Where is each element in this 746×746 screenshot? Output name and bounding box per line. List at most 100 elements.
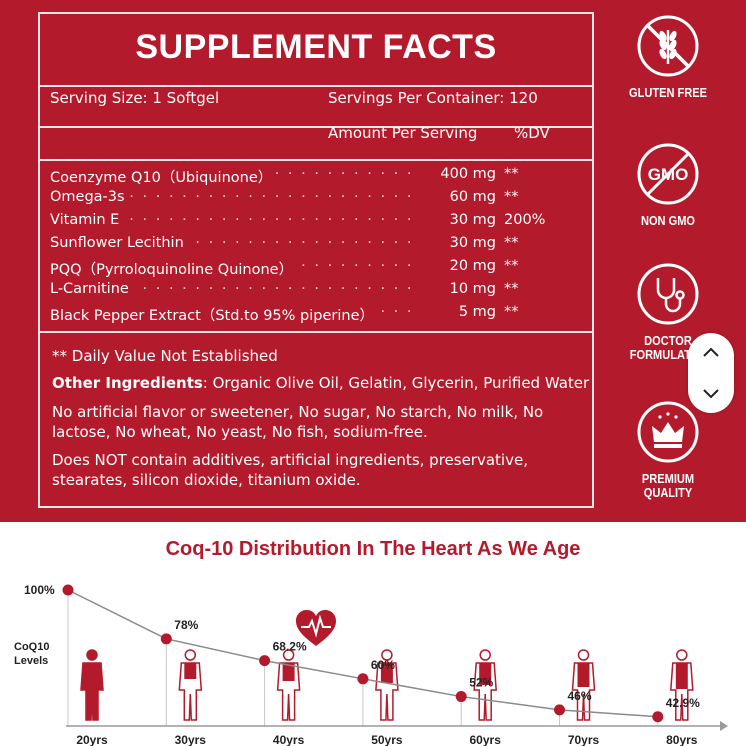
nutrient-row: · · · · · · · · · · · · · · · · · · · · …: [50, 166, 550, 188]
value-label: 68.2%: [273, 640, 307, 654]
chevron-down-icon[interactable]: [701, 387, 721, 401]
nutrient-amount: 30 mg: [416, 235, 496, 251]
figure-fill: [184, 663, 197, 679]
coq10-chart-section: Coq-10 Distribution In The Heart As We A…: [0, 522, 746, 746]
person-figure: [80, 649, 104, 721]
figure-body: [80, 662, 104, 721]
badge-gluten-free: GLUTEN FREE: [616, 14, 720, 100]
data-point: [357, 673, 369, 685]
nutrient-row: · · · · · · · · · · · · · · · · · · · · …: [50, 281, 550, 303]
data-points: [62, 584, 664, 723]
nutrient-name: PQQ（Pyrroloquinoline Quinone）: [50, 258, 298, 279]
person-figure: [178, 649, 203, 721]
tick-label: 20yrs: [76, 733, 108, 746]
y-axis-label-line-2: Levels: [14, 655, 48, 667]
nutrient-amount: 30 mg: [416, 212, 496, 228]
tick-label: 50yrs: [371, 733, 403, 746]
figure-head: [676, 649, 688, 661]
divider: [40, 126, 592, 128]
coq10-line-chart: CoQ10 Levels 100%78%68.2%60%52%46% 42.9% …: [14, 583, 728, 746]
person-figure: [375, 649, 399, 721]
person-figure: [571, 649, 596, 721]
nutrient-dv: **: [504, 189, 519, 205]
serving-size: Serving Size: 1 Softgel: [50, 89, 220, 107]
nutrient-dv: **: [504, 235, 519, 251]
dv-header: %DV: [514, 124, 550, 142]
daily-value-note: ** Daily Value Not Established: [52, 347, 278, 365]
nutrient-row: · · · · · · · · · · · · · · · · · · · · …: [50, 212, 550, 234]
person-figure: [473, 649, 498, 721]
nutrient-amount: 400 mg: [416, 166, 496, 182]
figure-head: [86, 649, 98, 661]
supplement-panel: SUPPLEMENT FACTS Serving Size: 1 Softgel…: [0, 0, 746, 522]
other-ingredients-label: Other Ingredients: [52, 374, 203, 392]
tick-label: 30yrs: [175, 733, 207, 746]
value-label: 60%: [371, 658, 395, 672]
value-labels: 100% 78% 68.2% 60% 52% 46% 42.9%: [24, 583, 700, 710]
value-label: 78%: [174, 618, 198, 632]
chart-title: Coq-10 Distribution In The Heart As We A…: [165, 538, 581, 560]
tick-label: 70yrs: [568, 733, 600, 746]
x-axis-arrow: [720, 721, 728, 731]
figure-fill: [282, 663, 295, 681]
badge-non-gmo: GMO NON GMO: [616, 142, 720, 228]
data-point: [160, 633, 172, 645]
nutrient-amount: 10 mg: [416, 281, 496, 297]
value-label: 100%: [24, 583, 55, 597]
nutrient-name: Coenzyme Q10（Ubiquinone）: [50, 166, 277, 187]
tick-label: 60yrs: [470, 733, 502, 746]
figure-fill: [380, 663, 393, 683]
figure-head: [184, 649, 197, 661]
tick-label: 40yrs: [273, 733, 305, 746]
scroll-control: [688, 333, 734, 413]
other-ingredients-text: : Organic Olive Oil, Gelatin, Glycerin, …: [202, 374, 590, 392]
nutrient-row: · · · · · · · · · · · · · · · · · · · · …: [50, 304, 550, 326]
nutrient-dv: **: [504, 258, 519, 274]
nutrient-row: · · · · · · · · · · · · · · · · · · · · …: [50, 235, 550, 257]
badge-label: GLUTEN FREE: [629, 85, 707, 100]
badge-label: DOCTOR FORMULATED: [629, 333, 707, 362]
y-axis-label-line-1: CoQ10: [14, 641, 49, 653]
other-ingredients: Other Ingredients: Organic Olive Oil, Ge…: [52, 374, 589, 392]
stethoscope-icon: [637, 263, 699, 325]
nutrient-row: · · · · · · · · · · · · · · · · · · · · …: [50, 189, 550, 211]
nutrient-dv: 200%: [504, 212, 546, 228]
nutrient-name: Omega-3s: [50, 189, 129, 205]
amount-per-serving-header: Amount Per Serving: [328, 124, 478, 142]
data-point: [455, 691, 467, 703]
nutrient-name: Black Pepper Extract（Std.to 95% piperine…: [50, 304, 378, 325]
gridlines: [67, 590, 659, 726]
person-figure: [669, 649, 694, 721]
data-point: [652, 711, 664, 723]
tick-label: 80yrs: [666, 733, 698, 746]
figure-head: [381, 649, 393, 661]
dot-leader: · · · · · · · · · · · · · · · · · · · · …: [50, 189, 490, 205]
badge-label: NON GMO: [640, 213, 696, 228]
figure-fill: [675, 663, 688, 689]
nutrient-dv: **: [504, 281, 519, 297]
value-label: 46%: [568, 689, 592, 703]
crown-icon: [637, 401, 699, 463]
figure-fill: [577, 663, 590, 687]
data-point: [62, 584, 74, 596]
free-from-statement: No artificial flavor or sweetener, No su…: [52, 403, 544, 441]
data-point: [554, 704, 565, 716]
value-label: 52%: [469, 676, 493, 690]
value-label: 42.9%: [666, 696, 700, 710]
nutrient-row: · · · · · · · · · · · · · · · · · · · · …: [50, 258, 550, 280]
gluten-free-icon: [637, 15, 699, 77]
badge-label: PREMIUM QUALITY: [641, 471, 695, 500]
no-additives-statement: Does NOT contain additives, artificial i…: [52, 451, 528, 489]
figure-head: [282, 649, 295, 661]
tick-labels: 20yrs 30yrs 40yrs 50yrs 60yrs 70yrs 80yrs: [76, 733, 697, 746]
person-figure: [276, 649, 301, 721]
nutrient-name: Vitamin E: [50, 212, 124, 228]
nutrient-name: Sunflower Lecithin: [50, 235, 188, 251]
nutrient-dv: **: [504, 304, 519, 320]
non-gmo-icon: GMO: [637, 143, 699, 205]
person-figures: [80, 649, 694, 721]
chevron-up-icon[interactable]: [701, 345, 721, 359]
supplement-facts-box: SUPPLEMENT FACTS Serving Size: 1 Softgel…: [38, 12, 594, 508]
figure-head: [479, 649, 491, 661]
nutrient-amount: 5 mg: [416, 304, 496, 320]
